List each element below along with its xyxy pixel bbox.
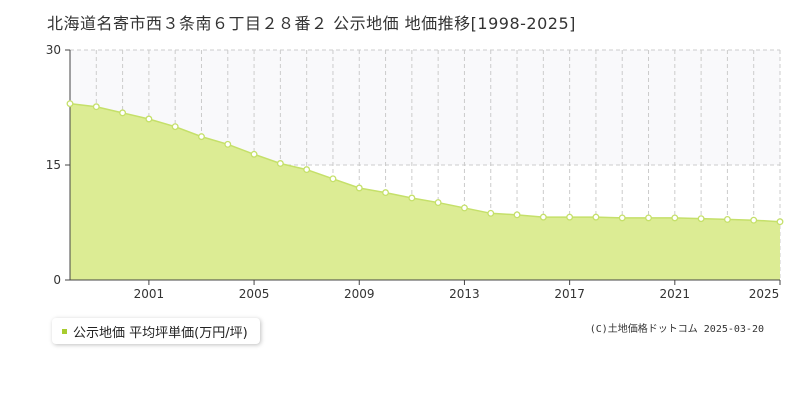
legend[interactable]: 公示地価 平均坪単価(万円/坪) [52,318,260,344]
data-point [539,213,547,221]
x-tick-label: 2005 [239,287,270,301]
y-tick-label: 15 [46,158,61,172]
axes [65,49,781,285]
x-tick-labels: 2001 2005 2009 2013 2017 2021 2025 [134,287,780,301]
data-point [250,150,258,158]
data-point [434,199,442,207]
data-points [66,100,784,226]
data-point [408,194,416,202]
y-tick-label: 0 [53,273,61,287]
x-tick-label: 2009 [344,287,375,301]
legend-marker [62,328,67,334]
data-point [119,109,127,117]
data-point [92,103,100,111]
data-point [171,123,179,131]
data-point [645,214,652,222]
chart-title: 北海道名寄市西３条南６丁目２８番２ 公示地価 地価推移[1998-2025] [47,14,576,33]
data-point [382,189,390,197]
data-point [66,100,74,108]
data-point [750,216,758,224]
x-tick-label: 2001 [134,287,165,301]
data-point [487,209,495,217]
legend-label: 公示地価 平均坪単価(万円/坪) [73,325,248,341]
series-area [70,103,780,280]
data-point [592,213,600,221]
data-point [723,215,731,223]
data-point [671,214,679,222]
data-point [460,204,468,212]
data-point [355,184,363,192]
credit-text: (C)土地価格ドットコム 2025-03-20 [589,324,764,335]
area-series [69,102,781,280]
y-tick-label: 30 [46,43,61,57]
data-point [303,166,311,174]
data-point [618,214,626,222]
data-point [776,218,784,226]
x-tick-label: 2021 [660,287,691,301]
data-point [276,160,284,167]
series-line [69,102,781,223]
x-tick-label: 2025 [749,287,780,301]
data-point [198,133,205,141]
y-tick-labels: 0 15 30 [46,43,61,287]
x-tick-label: 2017 [554,287,585,301]
data-point [145,115,153,123]
data-point [329,175,337,183]
x-tick-label: 2013 [449,287,480,301]
data-point [224,140,232,148]
data-point [566,213,574,221]
data-point [513,211,521,219]
data-point [697,215,705,223]
